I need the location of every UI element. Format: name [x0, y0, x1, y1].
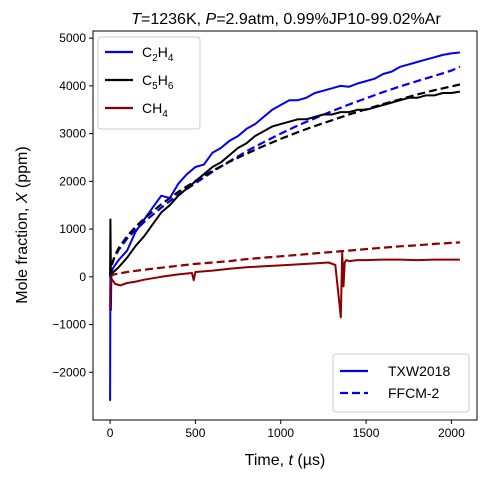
x-axis: 0 500 1000 1500 2000 — [107, 420, 465, 440]
series-line-model-5 — [109, 241, 460, 278]
y-axis-label: Mole fraction, X (ppm) — [14, 146, 31, 303]
plot-frame — [92, 30, 478, 421]
x-tick-label: 1000 — [267, 426, 294, 440]
legend-label: FFCM-2 — [388, 385, 440, 401]
x-tick-label: 500 — [185, 426, 205, 440]
x-tick-label: 0 — [107, 426, 114, 440]
y-tick-label: 5000 — [59, 31, 86, 45]
y-tick-label: −2000 — [52, 365, 86, 379]
species-legend: C2H4 C5H6 CH4 — [97, 36, 201, 130]
series-line-measured-4 — [109, 251, 460, 319]
legend-label: TXW2018 — [388, 363, 450, 379]
x-tick-label: 1500 — [353, 426, 380, 440]
y-axis: −2000 −1000 0 1000 2000 3000 4000 5000 — [52, 31, 93, 379]
x-tick-label: 2000 — [438, 426, 465, 440]
y-tick-label: 3000 — [59, 127, 86, 141]
series-line-model-1 — [109, 65, 461, 277]
series-lines — [109, 51, 461, 401]
x-axis-label: Time, t (µs) — [245, 452, 326, 469]
y-tick-label: −1000 — [52, 318, 86, 332]
style-legend: TXW2018 FFCM-2 — [332, 353, 470, 413]
y-tick-label: 4000 — [59, 79, 86, 93]
y-tick-label: 2000 — [59, 174, 86, 188]
style-legend-box — [332, 353, 470, 413]
y-tick-label: 0 — [79, 270, 86, 284]
legend-label: C5H6 — [142, 72, 174, 92]
species-legend-box — [97, 36, 201, 130]
legend-label: CH4 — [142, 100, 168, 120]
y-tick-label: 1000 — [59, 222, 86, 236]
series-line-model-3 — [109, 83, 461, 277]
legend-label: C2H4 — [142, 44, 174, 64]
chart-title: T=1236K, P=2.9atm, 0.99%JP10-99.02%Ar — [131, 11, 441, 28]
